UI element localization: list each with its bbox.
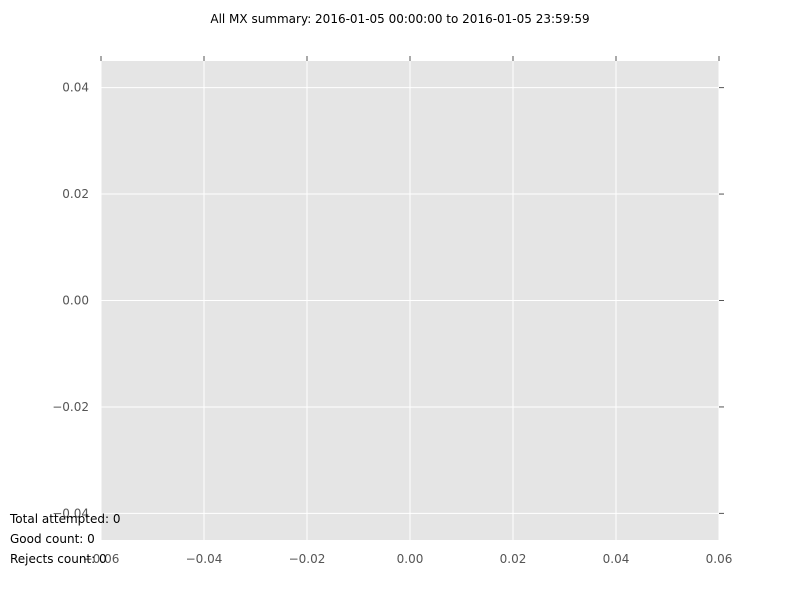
x-tick-label: 0.00 — [397, 552, 424, 566]
summary-rejects-count: Rejects count: 0 — [10, 552, 107, 566]
x-tick-label: 0.04 — [603, 552, 630, 566]
x-axis-tick-labels: −0.06 −0.04 −0.02 0.00 0.02 0.04 0.06 — [83, 552, 733, 566]
y-tick-label: 0.00 — [62, 294, 89, 308]
y-tick-label: −0.02 — [52, 400, 89, 414]
grid-lines — [100, 61, 720, 540]
y-tick-label: 0.04 — [62, 81, 89, 95]
y-tick-label: 0.02 — [62, 187, 89, 201]
summary-total-attempted: Total attempted: 0 — [10, 512, 121, 526]
x-tick-label: 0.06 — [706, 552, 733, 566]
tick-marks — [100, 56, 724, 514]
y-axis-tick-labels: −0.04 −0.02 0.00 0.02 0.04 — [52, 81, 89, 521]
x-tick-label: −0.02 — [289, 552, 326, 566]
summary-good-count: Good count: 0 — [10, 532, 95, 546]
x-tick-label: −0.06 — [83, 552, 120, 566]
x-tick-label: 0.02 — [500, 552, 527, 566]
y-tick-label: −0.04 — [52, 506, 89, 520]
chart-title: All MX summary: 2016-01-05 00:00:00 to 2… — [210, 12, 589, 26]
x-tick-label: −0.04 — [186, 552, 223, 566]
